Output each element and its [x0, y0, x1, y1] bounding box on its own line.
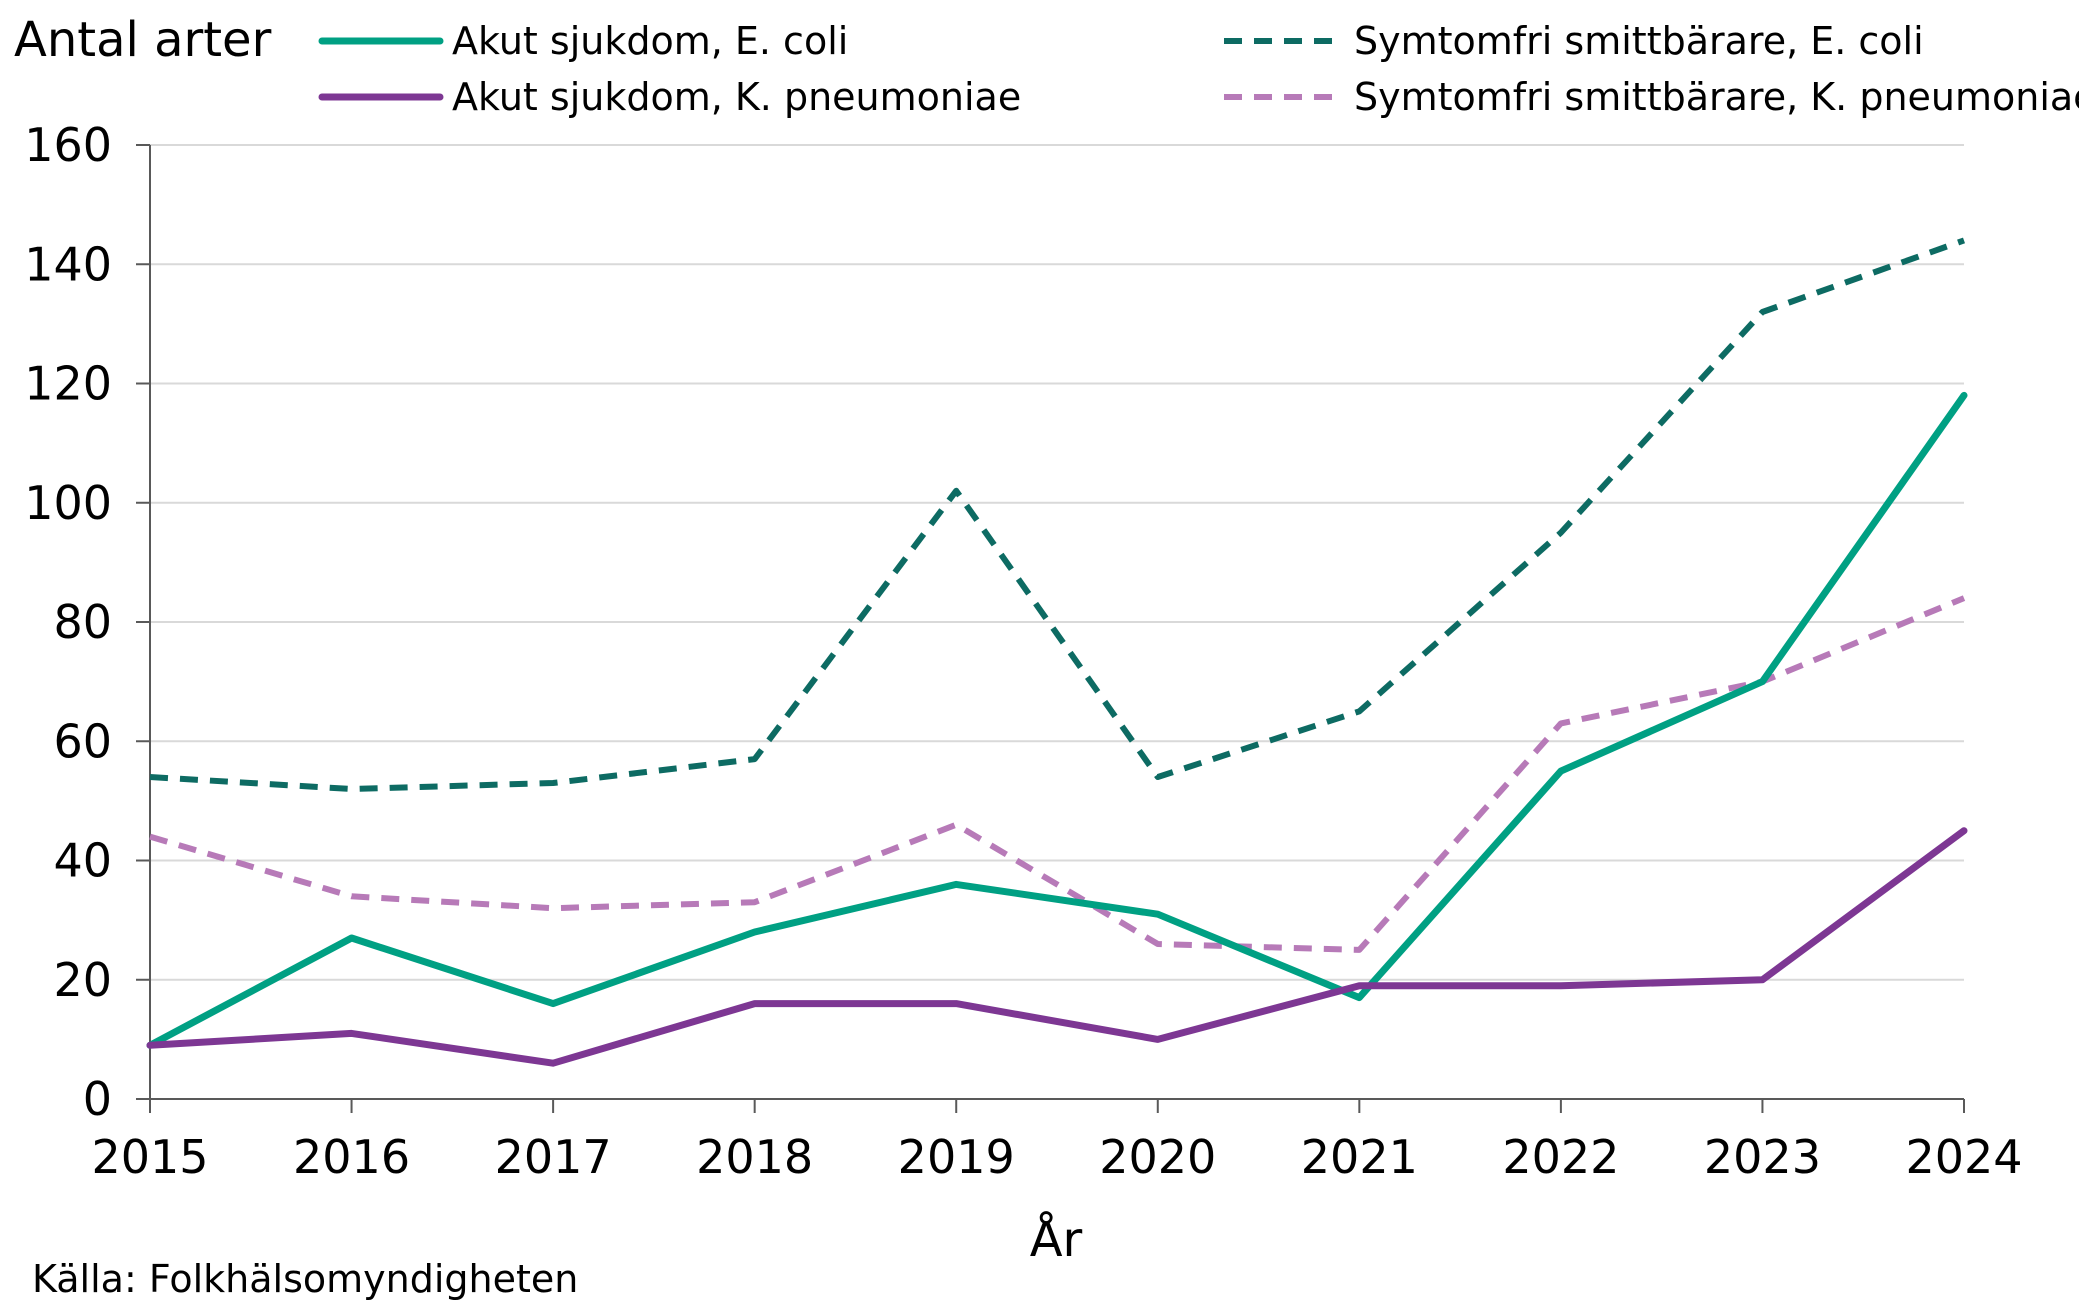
series-line-3 — [149, 595, 1966, 953]
data-point — [553, 908, 554, 909]
x-axis-ticks: 2015 2016 2017 2018 2019 2020 2021 2022 2023 2024 — [91, 1099, 2023, 1184]
data-point — [1359, 985, 1360, 986]
y-tick-label: 0 — [83, 1072, 112, 1126]
data-point — [1359, 997, 1360, 998]
data-point — [351, 1033, 352, 1034]
x-tick-label: 2019 — [898, 1130, 1015, 1184]
data-point — [1964, 830, 1965, 831]
data-point — [150, 777, 151, 778]
x-tick-label: 2018 — [696, 1130, 813, 1184]
y-tick-label: 140 — [24, 237, 112, 291]
gridlines — [150, 144, 1964, 981]
series-line-2 — [149, 237, 1966, 792]
x-tick-label: 2015 — [91, 1130, 208, 1184]
data-point — [150, 836, 151, 837]
data-point — [1560, 532, 1561, 533]
data-point — [1560, 771, 1561, 772]
y-tick-label: 120 — [24, 357, 112, 411]
x-tick-label: 2022 — [1502, 1130, 1619, 1184]
data-point — [956, 1003, 957, 1004]
data-point — [1157, 777, 1158, 778]
y-tick-label: 100 — [24, 476, 112, 530]
data-point — [1964, 240, 1965, 241]
x-tick-label: 2020 — [1099, 1130, 1216, 1184]
data-point — [1762, 979, 1763, 980]
y-axis-label: Antal arter — [14, 12, 272, 68]
legend-label: Symtomfri smittbärare, E. coli — [1354, 19, 1924, 63]
y-tick-label: 40 — [53, 834, 112, 888]
x-tick-label: 2023 — [1704, 1130, 1821, 1184]
data-point — [553, 782, 554, 783]
data-point — [754, 759, 755, 760]
data-point — [553, 1003, 554, 1004]
source-note: Källa: Folkhälsomyndigheten — [32, 1257, 578, 1301]
legend-label: Akut sjukdom, K. pneumoniae — [452, 75, 1021, 119]
series-lines — [146, 237, 1968, 1067]
data-point — [754, 1003, 755, 1004]
x-tick-label: 2024 — [1905, 1130, 2022, 1184]
data-point — [351, 938, 352, 939]
data-point — [150, 1045, 151, 1046]
data-point — [956, 490, 957, 491]
series-line-1 — [146, 827, 1968, 1067]
data-point — [1359, 949, 1360, 950]
x-axis-label: År — [1030, 1211, 1083, 1268]
data-point — [351, 788, 352, 789]
x-tick-label: 2017 — [495, 1130, 612, 1184]
y-tick-label: 160 — [24, 118, 112, 172]
legend-label: Symtomfri smittbärare, K. pneumoniae — [1354, 75, 2079, 119]
x-tick-label: 2021 — [1301, 1130, 1418, 1184]
y-tick-label: 20 — [53, 953, 112, 1007]
data-point — [553, 1063, 554, 1064]
data-point — [1762, 681, 1763, 682]
data-point — [1560, 985, 1561, 986]
data-point — [351, 896, 352, 897]
data-point — [1762, 311, 1763, 312]
data-point — [956, 824, 957, 825]
y-tick-label: 80 — [53, 595, 112, 649]
data-point — [1157, 943, 1158, 944]
data-point — [1964, 598, 1965, 599]
data-point — [956, 884, 957, 885]
data-point — [1359, 711, 1360, 712]
data-point — [754, 902, 755, 903]
data-point — [1157, 914, 1158, 915]
y-tick-label: 60 — [53, 714, 112, 768]
data-point — [1157, 1039, 1158, 1040]
data-point — [1560, 723, 1561, 724]
legend-label: Akut sjukdom, E. coli — [452, 19, 848, 63]
series-line-0 — [146, 391, 1968, 1049]
y-axis-ticks: 0 20 40 60 80 100 120 140 160 — [24, 118, 150, 1126]
data-point — [1964, 395, 1965, 396]
legend: Akut sjukdom, E. coli Akut sjukdom, K. pn… — [318, 19, 2079, 119]
x-tick-label: 2016 — [293, 1130, 410, 1184]
data-point — [754, 932, 755, 933]
